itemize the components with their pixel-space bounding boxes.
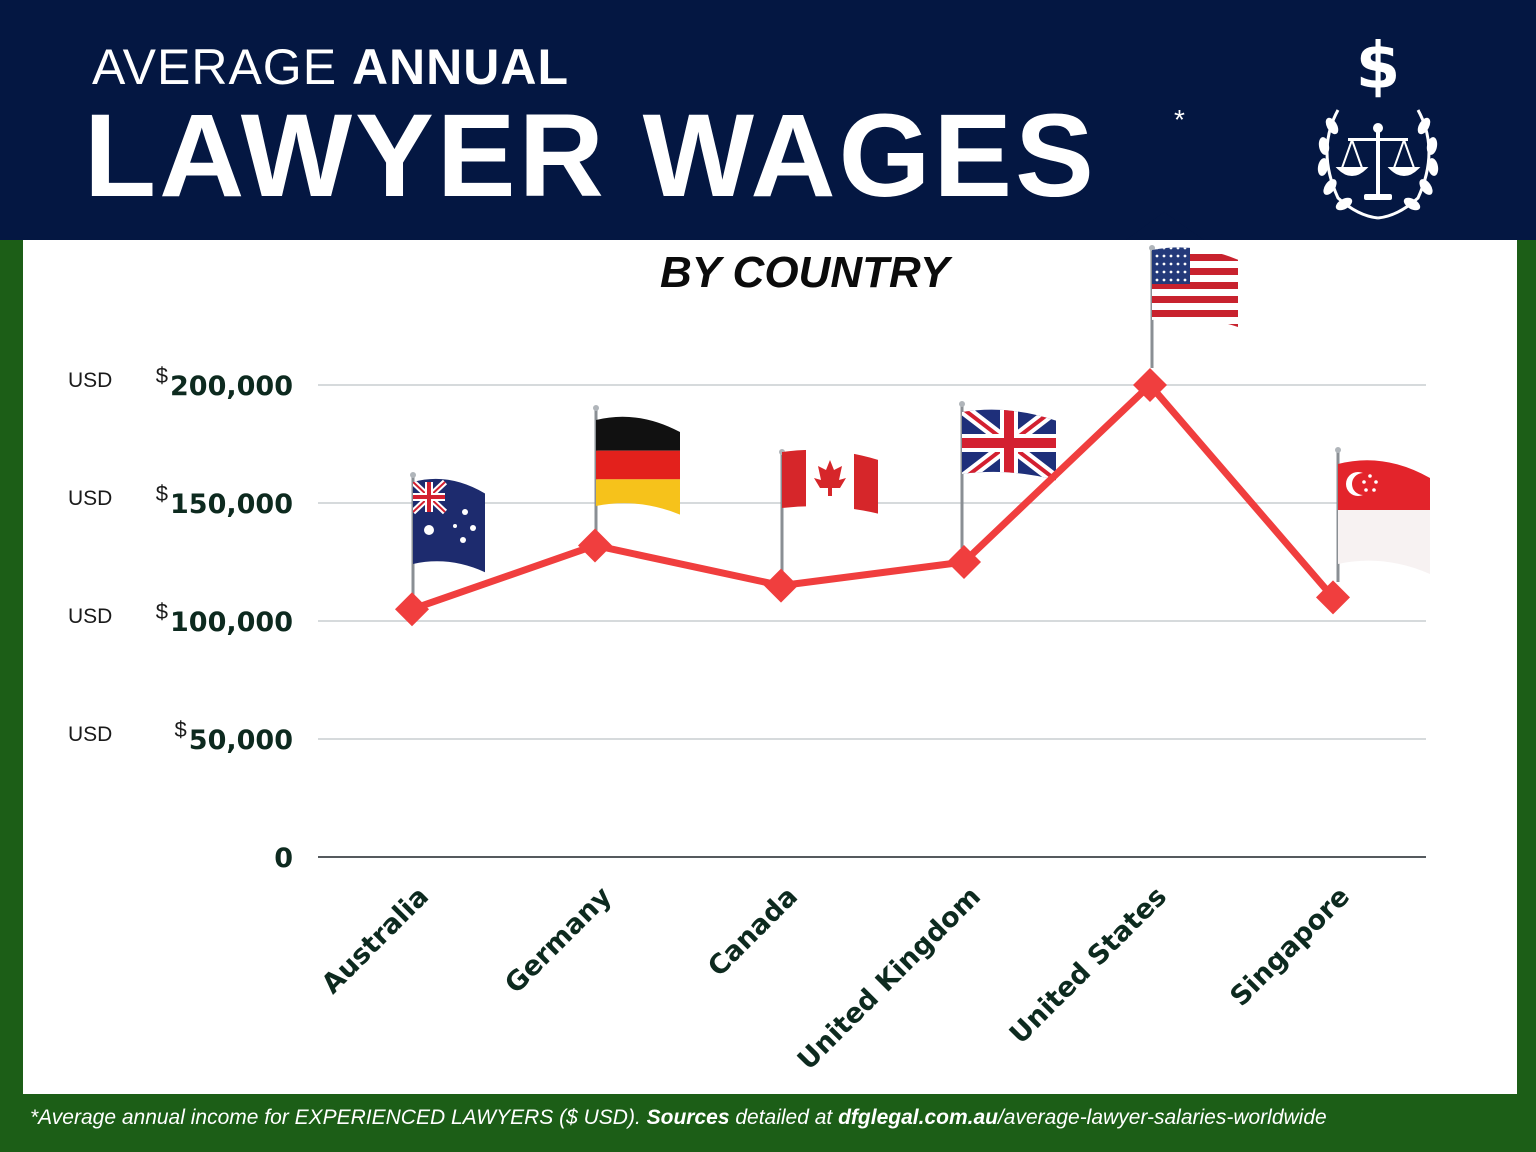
x-tick-label: Australia xyxy=(316,881,435,1000)
y-tick-dollar: $ xyxy=(175,717,187,742)
page-title: LAWYER WAGES xyxy=(84,90,1097,222)
germany-flag-icon xyxy=(593,405,680,540)
footer-note-text: *Average annual income for EXPERIENCED L… xyxy=(30,1106,647,1129)
footer-domain-link[interactable]: dfglegal.com.au xyxy=(838,1106,998,1129)
y-tick-label: 50,000 xyxy=(189,725,293,756)
header-notch xyxy=(1126,212,1204,240)
y-tick-dollar: $ xyxy=(156,599,168,624)
footer-sources-label: Sources xyxy=(646,1106,730,1129)
chart-panel xyxy=(23,240,1517,1094)
y-tick-label: 150,000 xyxy=(170,489,293,520)
y-tick-dollar: $ xyxy=(156,363,168,388)
scales-of-justice-wreath-icon: $ xyxy=(1317,30,1439,220)
canada-flag-icon xyxy=(779,449,878,574)
y-tick-unit: USD xyxy=(68,369,112,392)
united-kingdom-flag-icon xyxy=(959,401,1056,548)
y-tick-label: 100,000 xyxy=(170,607,293,638)
x-tick-label: Germany xyxy=(499,881,618,1000)
footer-path-link[interactable]: /average-lawyer-salaries-worldwide xyxy=(997,1106,1327,1129)
data-point-united-kingdom xyxy=(947,545,981,579)
y-tick-label: 200,000 xyxy=(170,371,293,402)
data-point-singapore xyxy=(1316,580,1350,615)
united-states-flag-icon xyxy=(1149,245,1238,368)
chart-subtitle: BY COUNTRY xyxy=(660,248,950,297)
title-prefix: AVERAGE xyxy=(92,39,338,95)
title-emphasis: ANNUAL xyxy=(351,39,570,95)
title-line-1: AVERAGE ANNUAL xyxy=(92,38,569,96)
series-line xyxy=(410,381,1336,613)
footer-note: *Average annual income for EXPERIENCED L… xyxy=(30,1106,1510,1130)
y-tick-label: 0 xyxy=(274,843,293,874)
x-tick-label: Singapore xyxy=(1224,881,1356,1013)
australia-flag-icon xyxy=(410,472,485,600)
header-banner: AVERAGE ANNUAL LAWYER WAGES * $ xyxy=(0,0,1536,240)
y-tick-unit: USD xyxy=(68,487,112,510)
footer-detailed-at: detailed at xyxy=(729,1106,839,1129)
y-tick-unit: USD xyxy=(68,605,112,628)
y-tick-dollar: $ xyxy=(156,481,168,506)
data-point-canada xyxy=(764,568,798,603)
singapore-flag-icon xyxy=(1335,447,1430,582)
x-tick-label: United Kingdom xyxy=(792,881,987,1076)
data-point-australia xyxy=(395,592,429,627)
logo-dollar-icon: $ xyxy=(1356,30,1401,104)
x-tick-label: United States xyxy=(1004,881,1173,1050)
title-asterisk: * xyxy=(1174,104,1185,135)
data-point-united-states xyxy=(1133,368,1167,402)
data-point-germany xyxy=(578,528,612,563)
y-tick-unit: USD xyxy=(68,723,112,746)
x-tick-label: Canada xyxy=(702,881,804,983)
